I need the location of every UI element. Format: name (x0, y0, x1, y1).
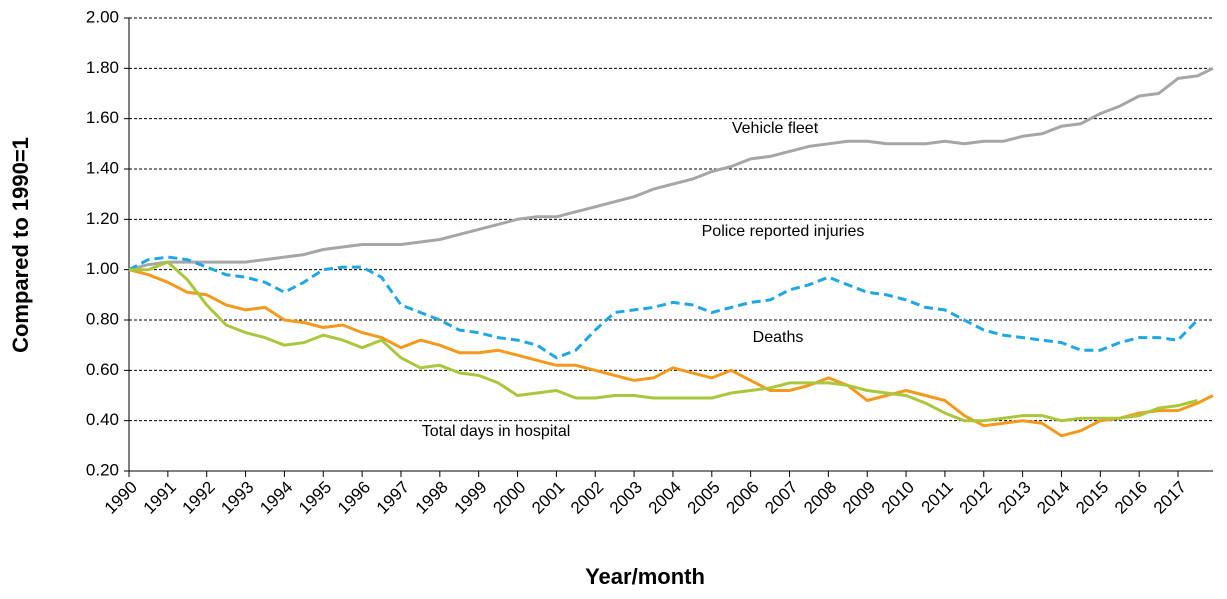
series-line (128, 268, 1214, 438)
x-tick-label: 1990 (101, 478, 141, 518)
x-tick-label: 2002 (567, 478, 607, 518)
x-tick-label: 2012 (956, 478, 996, 518)
x-tick-label: 2005 (684, 478, 724, 518)
y-tick-label: 2.00 (86, 7, 119, 26)
x-tick-label: 1997 (373, 478, 413, 518)
x-tick-label: 2013 (994, 478, 1034, 518)
y-tick-label: 1.40 (86, 158, 119, 177)
y-tick-label: 0.40 (86, 410, 119, 429)
y-tick-label: 1.00 (86, 259, 119, 278)
x-tick-label: 2001 (528, 478, 568, 518)
series-label: Deaths (753, 329, 804, 346)
x-tick-label: 1999 (450, 478, 490, 518)
series-line (128, 66, 1214, 272)
x-tick-label: 1991 (140, 478, 180, 518)
x-tick-label: 1998 (412, 478, 452, 518)
x-tick-label: 1995 (295, 478, 335, 518)
x-tick-label: 2006 (722, 478, 762, 518)
y-tick-label: 1.60 (86, 108, 119, 127)
x-tick-label: 2015 (1072, 478, 1112, 518)
y-tick-label: 0.20 (86, 460, 119, 479)
series-label: Police reported injuries (702, 223, 865, 240)
y-tick-label: 1.80 (86, 58, 119, 77)
x-tick-label: 2007 (761, 478, 801, 518)
x-tick-label: 1996 (334, 478, 374, 518)
x-tick-label: 2011 (918, 478, 957, 517)
x-tick-label: 2000 (489, 478, 529, 518)
y-tick-label: 0.60 (86, 360, 119, 379)
x-tick-label: 2009 (839, 478, 879, 518)
y-axis-title: Compared to 1990=1 (8, 137, 33, 353)
series-line (129, 260, 1198, 423)
x-tick-label: 1994 (256, 478, 296, 518)
x-tick-label: 1993 (217, 478, 257, 518)
x-tick-label: 2008 (800, 478, 840, 518)
x-tick-label: 2010 (878, 478, 918, 518)
x-tick-label: 2004 (645, 478, 685, 518)
y-tick-label: 1.20 (86, 209, 119, 228)
series-line (128, 255, 1199, 360)
y-tick-label: 0.80 (86, 309, 119, 328)
x-tick-label: 2016 (1111, 478, 1151, 518)
series-label: Vehicle fleet (732, 120, 819, 137)
series-label: Total days in hospital (422, 423, 571, 440)
x-tick-label: 2003 (606, 478, 646, 518)
x-tick-label: 2014 (1033, 478, 1073, 518)
x-tick-label: 2017 (1150, 478, 1190, 518)
x-tick-label: 1992 (179, 478, 219, 518)
x-axis-title: Year/month (585, 564, 705, 589)
